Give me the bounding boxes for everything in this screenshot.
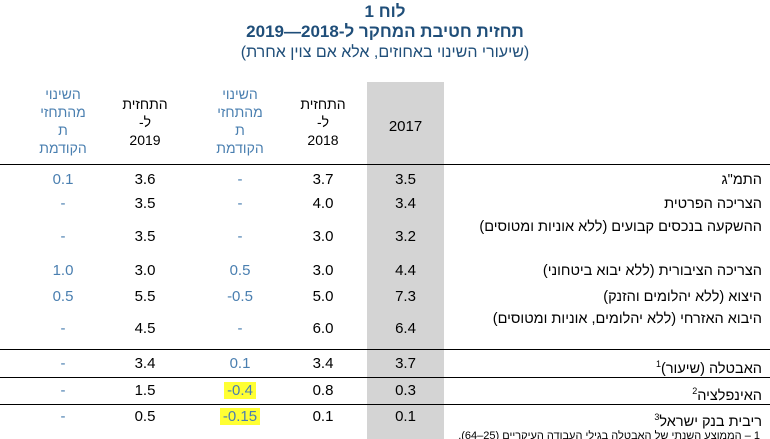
cell-chg2018: 0.5 — [229, 262, 251, 279]
section-divider — [0, 349, 770, 350]
cell-f2019: 3.4 — [134, 355, 156, 372]
cell-y2017: 0.3 — [395, 382, 416, 399]
row-label: הצריכה הציבורית (ללא יבוא ביטחוני) — [462, 261, 762, 282]
row-label-text: ריבית בנק ישראל — [659, 413, 762, 430]
cell-f2019: 3.5 — [134, 195, 156, 212]
cell-f2018: 3.7 — [312, 171, 334, 188]
cell-f2018: 0.8 — [312, 382, 334, 399]
cell-f2019: 0.5 — [134, 408, 156, 425]
row-label: הצריכה הפרטית — [462, 194, 762, 215]
cell-chg2018: -0.15 — [195, 408, 285, 425]
cell-f2019: 3.0 — [134, 262, 156, 279]
row-label: ההשקעה בנכסים קבועים (ללא אוניות ומטוסים… — [462, 217, 762, 238]
cell-y2017: 4.4 — [395, 262, 416, 279]
row-label-text: הצריכה הציבורית (ללא יבוא ביטחוני) — [542, 263, 762, 279]
row-label: היצוא (ללא יהלומים והזנק) — [462, 287, 762, 308]
cell-f2019: 3.5 — [134, 228, 156, 245]
cell-chg2019: 0.5 — [52, 288, 74, 305]
cell-chg2018: - — [237, 171, 243, 188]
cell-chg2019: - — [60, 228, 66, 245]
header-year-2017: 2017 — [388, 118, 423, 135]
cell-y2017: 3.7 — [395, 355, 416, 372]
cell-y2017: 3.2 — [395, 228, 416, 245]
cell-chg2019: - — [60, 355, 66, 372]
cell-y2017: 0.1 — [395, 408, 416, 425]
row-label-text: היצוא (ללא יהלומים והזנק) — [603, 289, 762, 305]
cell-f2019: 5.5 — [134, 288, 156, 305]
cell-chg2018: - — [237, 320, 243, 337]
footnote: 1 – הממוצע השנתי של האבטלה בגילי העבודה … — [458, 430, 760, 439]
cell-f2019: 4.5 — [134, 320, 156, 337]
cell-chg2019: - — [60, 320, 66, 337]
cell-chg2019: - — [60, 195, 66, 212]
row-label: היבוא האזרחי (ללא יהלומים, אוניות ומטוסי… — [462, 309, 762, 330]
row-label: האינפלציה2 — [462, 381, 762, 407]
row-label: ריבית בנק ישראל3 — [462, 407, 762, 433]
year-2017-column-shade — [367, 82, 444, 439]
row-label-text: התמ"ג — [721, 172, 762, 188]
row-label-text: האינפלציה — [697, 387, 762, 404]
cell-f2018: 3.4 — [312, 355, 334, 372]
table-title: תחזית חטיבת המחקר ל-2018—2019 — [246, 22, 524, 41]
cell-chg2018: - — [237, 195, 243, 212]
cell-y2017: 3.5 — [395, 171, 416, 188]
header-forecast-2019: התחזית ל- 2019 — [122, 96, 168, 148]
footnote-marker: 1 — [655, 359, 661, 369]
row-label-text: היבוא האזרחי (ללא יהלומים, אוניות ומטוסי… — [492, 311, 762, 327]
section-divider — [0, 377, 770, 378]
cell-f2018: 4.0 — [312, 195, 334, 212]
table-subtitle: (שיעורי השינוי באחוזים, אלא אם צוין אחרת… — [240, 44, 530, 61]
row-label-text: ההשקעה בנכסים קבועים (ללא אוניות ומטוסים… — [479, 219, 762, 235]
row-label-text: האבטלה (שיעור) — [660, 360, 762, 377]
footnote-marker: 2 — [692, 386, 698, 396]
header-divider — [0, 164, 770, 165]
cell-f2018: 3.0 — [312, 262, 334, 279]
table-number: לוח 1 — [364, 2, 406, 21]
cell-y2017: 7.3 — [395, 288, 416, 305]
cell-chg2018: -0.4 — [195, 382, 285, 399]
cell-chg2019: - — [60, 408, 66, 425]
cell-f2018: 6.0 — [312, 320, 334, 337]
header-forecast-2018: התחזית ל- 2018 — [300, 96, 346, 148]
header-change-2018: השינוי מהתחזי ת הקודמת — [216, 86, 264, 156]
row-label: האבטלה (שיעור)1 — [462, 354, 762, 380]
footnote-marker: 3 — [654, 412, 660, 422]
cell-chg2018: - — [237, 228, 243, 245]
cell-chg2018: -0.5 — [227, 288, 253, 305]
cell-y2017: 3.4 — [395, 195, 416, 212]
cell-f2019: 1.5 — [134, 382, 156, 399]
row-label: התמ"ג — [462, 170, 762, 191]
section-divider — [0, 404, 770, 405]
cell-chg2019: 0.1 — [52, 171, 74, 188]
cell-chg2019: 1.0 — [52, 262, 74, 279]
row-label-text: הצריכה הפרטית — [664, 196, 762, 212]
cell-chg2019: - — [60, 382, 66, 399]
cell-y2017: 6.4 — [395, 320, 416, 337]
cell-f2018: 5.0 — [312, 288, 334, 305]
cell-f2018: 0.1 — [312, 408, 334, 425]
cell-f2018: 3.0 — [312, 228, 334, 245]
cell-chg2018: 0.1 — [229, 355, 251, 372]
header-change-2019: השינוי מהתחזי ת הקודמת — [39, 86, 87, 156]
cell-f2019: 3.6 — [134, 171, 156, 188]
